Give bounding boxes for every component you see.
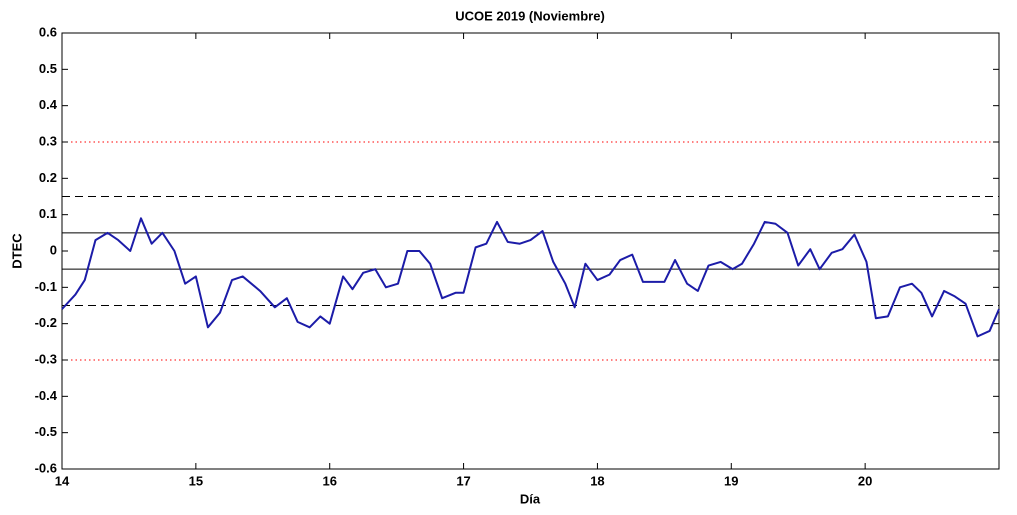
x-axis-label: Día bbox=[520, 491, 541, 506]
x-tick-label: 17 bbox=[456, 473, 470, 488]
x-tick-label: 19 bbox=[724, 473, 738, 488]
x-tick-label: 16 bbox=[322, 473, 336, 488]
y-tick-label: -0.2 bbox=[35, 315, 57, 330]
x-tick-label: 20 bbox=[858, 473, 872, 488]
chart-title: UCOE 2019 (Noviembre) bbox=[455, 8, 605, 23]
y-tick-label: -0.3 bbox=[35, 351, 57, 366]
y-axis-label: DTEC bbox=[9, 233, 24, 269]
x-tick-label: 14 bbox=[55, 473, 70, 488]
x-tick-label: 18 bbox=[590, 473, 604, 488]
data-line bbox=[61, 217, 1000, 338]
y-tick-label: 0.6 bbox=[39, 24, 57, 39]
y-tick-label: 0.1 bbox=[39, 206, 57, 221]
y-tick-label: -0.4 bbox=[35, 388, 58, 403]
y-tick-label: 0 bbox=[50, 242, 57, 257]
y-tick-label: -0.6 bbox=[35, 460, 57, 475]
plot-area bbox=[61, 32, 1000, 470]
x-tick-label: 15 bbox=[189, 473, 203, 488]
y-tick-label: 0.2 bbox=[39, 170, 57, 185]
y-tick-label: -0.5 bbox=[35, 424, 57, 439]
y-tick-label: -0.1 bbox=[35, 279, 57, 294]
y-tick-label: 0.3 bbox=[39, 133, 57, 148]
y-tick-label: 0.4 bbox=[39, 97, 58, 112]
y-tick-label: 0.5 bbox=[39, 61, 57, 76]
